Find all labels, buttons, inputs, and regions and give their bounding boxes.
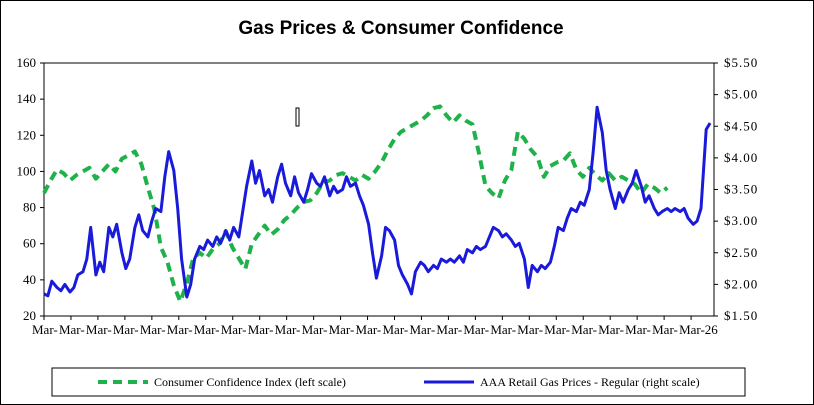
x-tick-label: Mar- xyxy=(140,322,166,337)
series-line-gas-prices xyxy=(43,105,712,299)
x-tick-label: Mar- xyxy=(302,322,328,337)
x-tick-label: Mar- xyxy=(32,322,58,337)
x-tick-label: Mar- xyxy=(490,322,516,337)
y-right-tick-label: $3.50 xyxy=(724,182,758,197)
y-left-tick-label: 100 xyxy=(17,163,37,178)
legend-label-confidence: Consumer Confidence Index (left scale) xyxy=(154,375,346,389)
y-left-tick-label: 60 xyxy=(23,236,36,251)
x-tick-label: Mar- xyxy=(598,322,624,337)
series-line-consumer-confidence xyxy=(42,104,669,304)
legend: Consumer Confidence Index (left scale) A… xyxy=(51,367,746,397)
x-tick-label: Mar- xyxy=(248,322,274,337)
y-left-tick-label: 160 xyxy=(17,55,37,70)
y-left-tick-label: 120 xyxy=(17,127,37,142)
series-layer xyxy=(42,104,712,304)
y-right-tick-label: $3.00 xyxy=(724,213,758,228)
x-tick-label: Mar- xyxy=(194,322,220,337)
x-tick-label: Mar- xyxy=(544,322,570,337)
x-tick-label: Mar- xyxy=(86,322,112,337)
y-right-tick-label: $4.50 xyxy=(724,118,758,133)
x-tick-label: Mar- xyxy=(329,322,355,337)
x-tick-label: Mar- xyxy=(436,322,462,337)
x-tick-label: Mar- xyxy=(113,322,139,337)
x-tick-label: Mar- xyxy=(167,322,193,337)
x-tick-label: Mar- xyxy=(275,322,301,337)
slider-handle-icon xyxy=(295,107,300,127)
x-tick-label: Mar- xyxy=(356,322,382,337)
x-tick-label: Mar- xyxy=(625,322,651,337)
y-right-tick-label: $2.00 xyxy=(724,276,758,291)
y-right-tick-label: $4.00 xyxy=(724,150,758,165)
plot-area xyxy=(43,62,715,317)
x-tick-label: Mar- xyxy=(517,322,543,337)
x-tick-label: Mar- xyxy=(221,322,247,337)
x-tick-label: Mar- xyxy=(383,322,409,337)
x-tick-label: Mar- xyxy=(652,322,678,337)
x-tick-label: Mar- xyxy=(409,322,435,337)
y-right-axis: $1.50 $2.00 $2.50 $3.00 $3.50 $4.00 $4.50 $5.00… xyxy=(714,55,758,323)
x-tick-label: Mar-26 xyxy=(679,322,718,337)
x-tick-label: Mar- xyxy=(463,322,489,337)
y-left-tick-label: 140 xyxy=(17,91,37,106)
x-axis: Mar- Mar- Mar- Mar- Mar- Mar- Mar- Mar- Mar- Mar-… xyxy=(32,316,718,337)
chart-title: Gas Prices & Consumer Confidence xyxy=(238,18,564,39)
y-right-tick-label: $2.50 xyxy=(724,245,758,260)
y-right-tick-label: $5.00 xyxy=(724,87,758,102)
x-tick-label: Mar- xyxy=(59,322,85,337)
y-right-tick-label: $1.50 xyxy=(724,308,758,323)
y-left-tick-label: 20 xyxy=(23,308,36,323)
y-left-tick-label: 40 xyxy=(23,272,36,287)
y-left-tick-label: 80 xyxy=(23,200,36,215)
legend-label-gas: AAA Retail Gas Prices - Regular (right s… xyxy=(480,375,700,389)
y-left-axis: 20 40 60 80 100 120 140 160 xyxy=(17,55,44,323)
y-right-tick-label: $5.50 xyxy=(724,55,758,70)
legend-box xyxy=(51,367,746,397)
x-tick-label: Mar- xyxy=(571,322,597,337)
